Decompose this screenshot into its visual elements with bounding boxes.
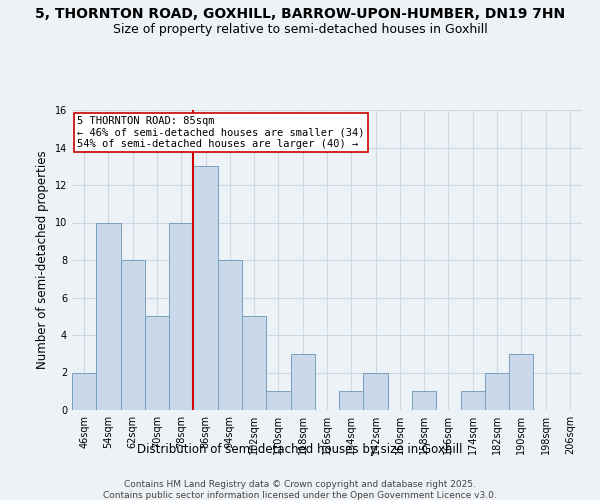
Text: Size of property relative to semi-detached houses in Goxhill: Size of property relative to semi-detach…: [113, 22, 487, 36]
Bar: [242, 316, 266, 410]
Text: Contains HM Land Registry data © Crown copyright and database right 2025.: Contains HM Land Registry data © Crown c…: [124, 480, 476, 489]
Text: 5, THORNTON ROAD, GOXHILL, BARROW-UPON-HUMBER, DN19 7HN: 5, THORNTON ROAD, GOXHILL, BARROW-UPON-H…: [35, 8, 565, 22]
Bar: [290, 354, 315, 410]
Bar: [193, 166, 218, 410]
Bar: [218, 260, 242, 410]
Bar: [339, 391, 364, 410]
Bar: [145, 316, 169, 410]
Bar: [266, 391, 290, 410]
Bar: [461, 391, 485, 410]
Y-axis label: Number of semi-detached properties: Number of semi-detached properties: [36, 150, 49, 370]
Bar: [412, 391, 436, 410]
Bar: [509, 354, 533, 410]
Bar: [72, 372, 96, 410]
Text: Distribution of semi-detached houses by size in Goxhill: Distribution of semi-detached houses by …: [137, 442, 463, 456]
Bar: [96, 222, 121, 410]
Text: 5 THORNTON ROAD: 85sqm
← 46% of semi-detached houses are smaller (34)
54% of sem: 5 THORNTON ROAD: 85sqm ← 46% of semi-det…: [77, 116, 365, 149]
Bar: [169, 222, 193, 410]
Bar: [121, 260, 145, 410]
Bar: [485, 372, 509, 410]
Bar: [364, 372, 388, 410]
Text: Contains public sector information licensed under the Open Government Licence v3: Contains public sector information licen…: [103, 491, 497, 500]
